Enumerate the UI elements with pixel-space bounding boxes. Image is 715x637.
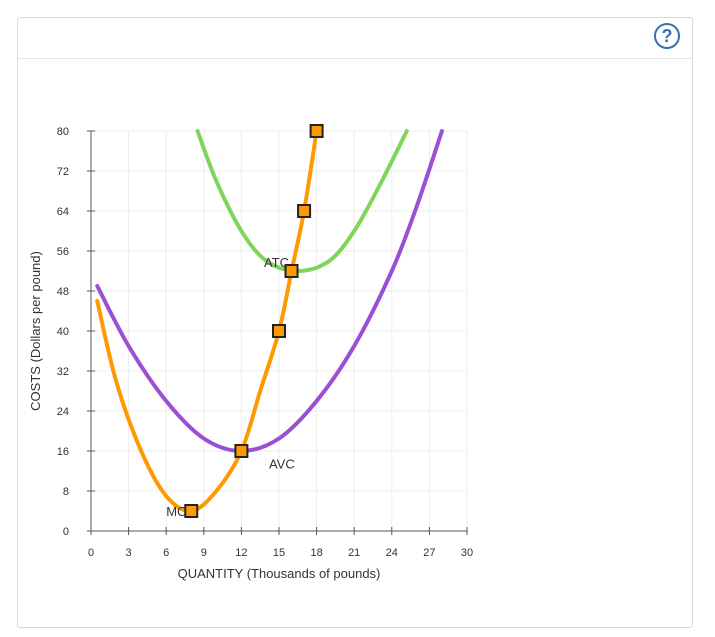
mc-point-marker[interactable] <box>234 444 249 458</box>
markers[interactable] <box>184 124 324 518</box>
y-tick-label: 16 <box>57 446 69 458</box>
x-tick-label: 12 <box>235 547 247 559</box>
y-tick-label: 48 <box>57 286 69 298</box>
tick-labels: 0 3 6 9 12 15 18 21 24 27 30 0 8 16 24 32 40 48 56 64 72 80 <box>57 126 473 559</box>
x-tick-label: 15 <box>273 547 285 559</box>
y-tick-label: 8 <box>63 486 69 498</box>
y-tick-label: 32 <box>57 366 69 378</box>
x-tick-label: 6 <box>163 547 169 559</box>
x-tick-label: 21 <box>348 547 360 559</box>
mc-point-marker[interactable] <box>309 124 324 138</box>
mc-point-marker[interactable] <box>297 204 312 218</box>
y-tick-label: 24 <box>57 406 69 418</box>
x-tick-label: 30 <box>461 547 473 559</box>
curve-labels: MC AVC ATC <box>166 255 295 519</box>
panel-header: ? <box>18 18 692 59</box>
atc-label: ATC <box>264 255 289 270</box>
grid <box>90 130 468 532</box>
y-tick-label: 72 <box>57 166 69 178</box>
x-axis-title: QUANTITY (Thousands of pounds) <box>178 566 381 581</box>
avc-label: AVC <box>269 457 295 472</box>
question-panel: ? <box>17 17 693 628</box>
x-tick-label: 9 <box>201 547 207 559</box>
y-axis-title: COSTS (Dollars per pound) <box>28 251 43 411</box>
y-tick-label: 56 <box>57 246 69 258</box>
x-tick-label: 3 <box>126 547 132 559</box>
axes <box>87 130 468 535</box>
mc-point-marker[interactable] <box>184 504 199 518</box>
mc-curve <box>95 129 319 514</box>
mc-point-marker[interactable] <box>284 264 299 278</box>
x-tick-label: 24 <box>386 547 398 559</box>
curves <box>95 129 444 514</box>
y-tick-label: 80 <box>57 126 69 138</box>
help-button[interactable]: ? <box>654 23 680 49</box>
y-tick-label: 64 <box>57 206 69 218</box>
y-tick-label: 0 <box>63 526 69 538</box>
x-tick-label: 0 <box>88 547 94 559</box>
atc-curve <box>195 129 409 274</box>
x-tick-label: 27 <box>423 547 435 559</box>
x-tick-label: 18 <box>310 547 322 559</box>
mc-point-marker[interactable] <box>272 324 286 338</box>
y-tick-label: 40 <box>57 326 69 338</box>
avc-curve <box>95 129 444 454</box>
mc-label: MC <box>166 504 186 519</box>
